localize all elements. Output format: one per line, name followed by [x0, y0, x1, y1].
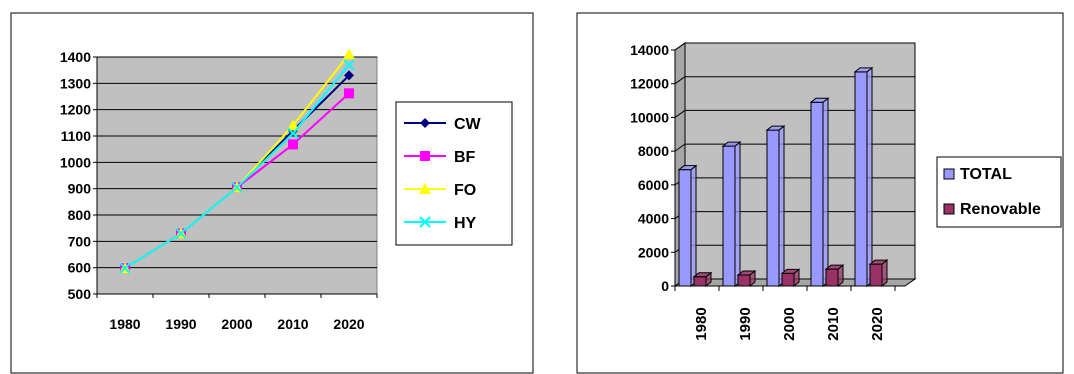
line-legend-marker	[419, 183, 431, 194]
line-y-tick-label: 1400	[60, 49, 91, 65]
line-point-HY	[343, 59, 355, 71]
line-y-tick-label: 500	[68, 286, 92, 302]
line-y-tick-labels: 500 600 700 800 900 1000 1100 1200 1300 1400	[60, 49, 91, 302]
line-series-group	[119, 48, 355, 274]
line-point-HY	[175, 227, 187, 240]
line-legend-label: BF	[454, 149, 476, 166]
line-legend-label: CW	[454, 116, 482, 133]
line-point-BF	[344, 88, 354, 99]
line-legend-items: CW BF FO HY	[404, 116, 482, 232]
line-y-tick-label: 900	[68, 181, 92, 197]
line-x-tick-label: 1990	[165, 316, 196, 332]
line-legend-marker	[420, 151, 430, 161]
line-legend-marker	[419, 216, 431, 228]
line-point-HY	[231, 181, 243, 194]
line-point-CW	[344, 70, 354, 81]
line-y-tick-label: 1000	[60, 154, 91, 170]
line-y-tick-label: 1100	[61, 128, 92, 144]
line-plot-area	[96, 56, 378, 295]
line-legend-label: HY	[454, 215, 477, 232]
line-legend-marker	[420, 118, 430, 128]
line-x-tick-label: 1980	[109, 316, 140, 332]
line-x-tick-label: 2020	[333, 316, 364, 332]
line-y-tick-label: 1200	[60, 102, 91, 118]
line-y-tick-label: 600	[68, 260, 92, 276]
line-y-tick-label: 700	[68, 233, 92, 249]
line-point-BF	[288, 139, 298, 150]
line-point-HY	[119, 262, 131, 274]
line-point-HY	[287, 127, 299, 140]
line-y-tick-label: 1300	[60, 75, 91, 91]
line-x-tick-label: 2010	[277, 316, 308, 332]
line-legend-label: FO	[454, 182, 476, 199]
line-point-FO	[287, 119, 299, 131]
line-gridlines	[93, 56, 378, 298]
line-x-tick-label: 2000	[221, 316, 252, 332]
line-x-tick-labels: 1980 1990 2000 2010 2020	[109, 316, 364, 332]
line-point-FO	[343, 48, 355, 60]
line-y-tick-label: 800	[68, 207, 92, 223]
